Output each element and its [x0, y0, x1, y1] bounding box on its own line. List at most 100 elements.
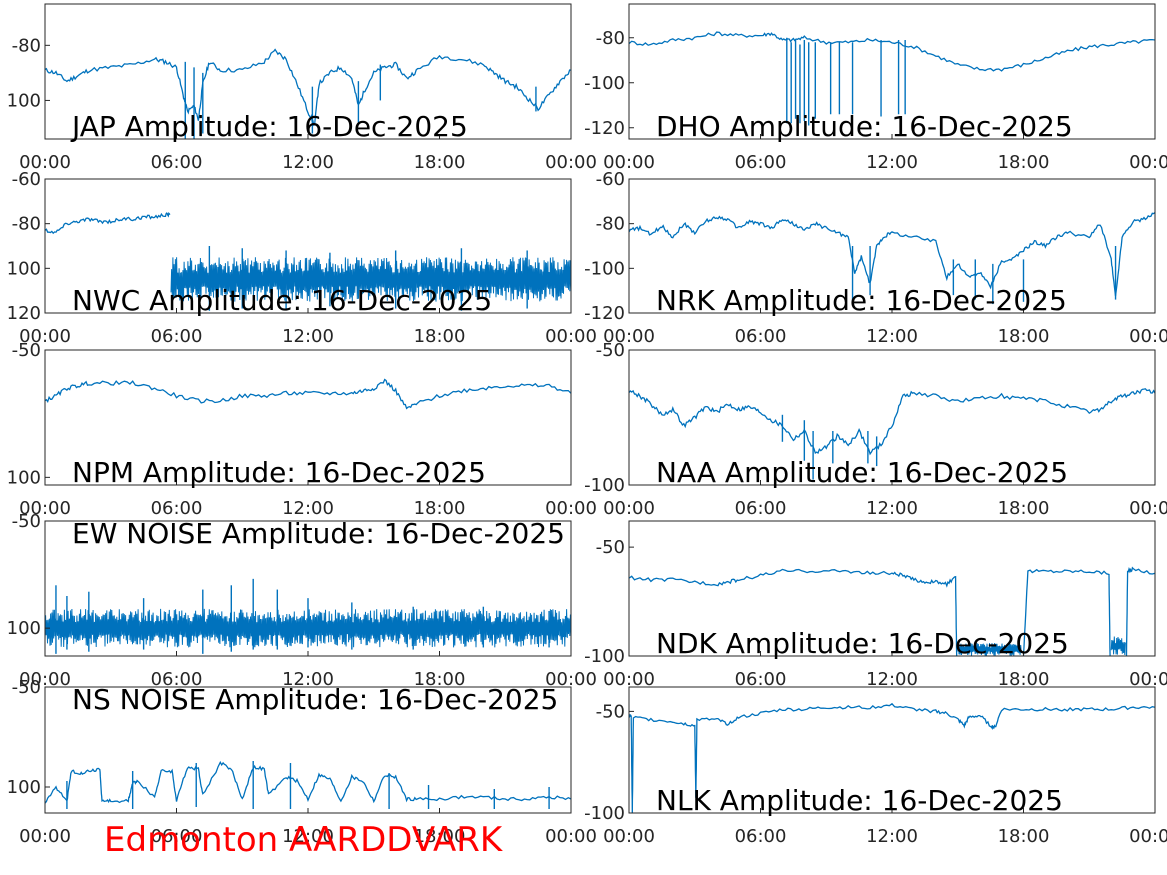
y-tick-label: -50	[12, 511, 41, 532]
x-tick-label: 00:00	[545, 152, 597, 173]
x-tick-label: 06:00	[151, 326, 203, 347]
chart-panel: -60-80-100-12000:0006:0012:0018:0000:00N…	[584, 169, 1167, 347]
x-tick-label: 12:00	[282, 152, 334, 173]
y-tick-label: -60	[12, 169, 41, 190]
x-tick-label: 00:00	[545, 669, 597, 690]
series-line	[45, 211, 171, 235]
y-tick-label: -100	[584, 646, 625, 667]
panel-title: NDK Amplitude: 16-Dec-2025	[656, 627, 1069, 660]
x-tick-label: 12:00	[866, 826, 918, 847]
x-tick-label: 00:00	[603, 326, 655, 347]
y-tick-label: -80	[12, 35, 41, 56]
chart-panel: -80 100 00:00 06:00 12:00 18:00 00:00 JAP Ampli…	[7, 3, 597, 173]
x-tick-label: 06:00	[151, 826, 203, 847]
y-tick-label: -80	[596, 28, 625, 49]
panel-title: NLK Amplitude: 16-Dec-2025	[656, 784, 1063, 817]
series-line	[629, 31, 1155, 72]
panel-title: EW NOISE Amplitude: 16-Dec-2025	[72, 517, 565, 550]
x-tick-label: 00:00	[19, 669, 71, 690]
x-tick-label: 18:00	[414, 152, 466, 173]
y-tick-label: -80	[596, 214, 625, 235]
x-tick-label: 00:00	[603, 669, 655, 690]
x-tick-label: 18:00	[414, 498, 466, 519]
x-tick-label: 18:00	[998, 498, 1050, 519]
y-tick-label: -100	[584, 803, 625, 824]
y-tick-label: -50	[596, 701, 625, 722]
y-tick-label: 100	[7, 90, 41, 111]
plot-area	[45, 578, 571, 654]
series-line	[629, 568, 958, 656]
x-tick-label: 00:00	[545, 326, 597, 347]
x-tick-label: 00:00	[1129, 498, 1167, 519]
plot-area	[45, 760, 571, 809]
x-tick-label: 00:00	[19, 826, 71, 847]
x-tick-label: 18:00	[414, 326, 466, 347]
x-tick-label: 00:00	[19, 326, 71, 347]
x-tick-label: 00:00	[603, 826, 655, 847]
panel-title: NRK Amplitude: 16-Dec-2025	[656, 284, 1067, 317]
x-tick-label: 06:00	[735, 498, 787, 519]
plot-area	[629, 31, 1155, 126]
x-tick-label: 00:00	[603, 498, 655, 519]
series-line	[45, 760, 571, 804]
x-tick-label: 06:00	[735, 152, 787, 173]
panel-title: NS NOISE Amplitude: 16-Dec-2025	[72, 683, 558, 716]
chart-panel: -50 100 00:00 06:00 12:00 18:00 00:00 NS NOISE …	[7, 677, 597, 847]
x-tick-label: 18:00	[414, 826, 466, 847]
series-line	[629, 211, 1155, 297]
panel-title: NAA Amplitude: 16-Dec-2025	[656, 456, 1068, 489]
x-tick-label: 12:00	[282, 498, 334, 519]
x-tick-label: 06:00	[735, 669, 787, 690]
y-tick-label: 100	[7, 618, 41, 639]
chart-panel: -80-100-12000:0006:0012:0018:0000:00DHO …	[584, 3, 1167, 173]
y-tick-label: -80	[12, 214, 41, 235]
x-tick-label: 12:00	[866, 326, 918, 347]
y-tick-label: 100	[7, 777, 41, 798]
y-tick-label: -120	[584, 303, 625, 324]
y-tick-label: -50	[596, 340, 625, 361]
plot-area	[629, 566, 1155, 656]
x-tick-label: 18:00	[998, 152, 1050, 173]
panel-title: JAP Amplitude: 16-Dec-2025	[70, 110, 468, 143]
noise-band	[957, 643, 1022, 656]
y-tick-label: -50	[12, 340, 41, 361]
x-tick-label: 00:00	[19, 498, 71, 519]
y-tick-label: -60	[596, 169, 625, 190]
y-tick-label: -120	[584, 118, 625, 139]
series-line	[629, 702, 1155, 813]
plot-area	[629, 702, 1155, 813]
panel-title: NPM Amplitude: 16-Dec-2025	[72, 456, 486, 489]
series-segment	[1022, 568, 1111, 656]
y-tick-label: -50	[12, 677, 41, 698]
y-tick-label: 100	[7, 258, 41, 279]
x-tick-label: 00:00	[1129, 152, 1167, 173]
chart-panel: -50 100 00:00 06:00 12:00 18:00 00:00 EW NOISE …	[7, 511, 597, 690]
y-tick-label: 120	[7, 303, 41, 324]
series-segment	[1125, 566, 1155, 656]
y-tick-label: -100	[584, 475, 625, 496]
x-tick-label: 00:00	[603, 152, 655, 173]
panel-title: DHO Amplitude: 16-Dec-2025	[656, 110, 1073, 143]
noise-band	[1110, 636, 1126, 656]
y-tick-label: -100	[584, 73, 625, 94]
noise-band	[170, 257, 571, 302]
station-footer-label: Edmonton AARDDVARK	[104, 820, 503, 860]
plot-area	[629, 388, 1155, 480]
x-tick-label: 00:00	[1129, 669, 1167, 690]
y-tick-label: -50	[596, 537, 625, 558]
x-tick-label: 12:00	[282, 826, 334, 847]
y-tick-label: -100	[584, 258, 625, 279]
series-line	[45, 378, 571, 410]
x-tick-label: 06:00	[151, 498, 203, 519]
x-tick-label: 18:00	[998, 826, 1050, 847]
x-tick-label: 06:00	[735, 826, 787, 847]
x-tick-label: 00:00	[19, 152, 71, 173]
x-tick-label: 00:00	[545, 498, 597, 519]
series-line	[45, 48, 571, 127]
